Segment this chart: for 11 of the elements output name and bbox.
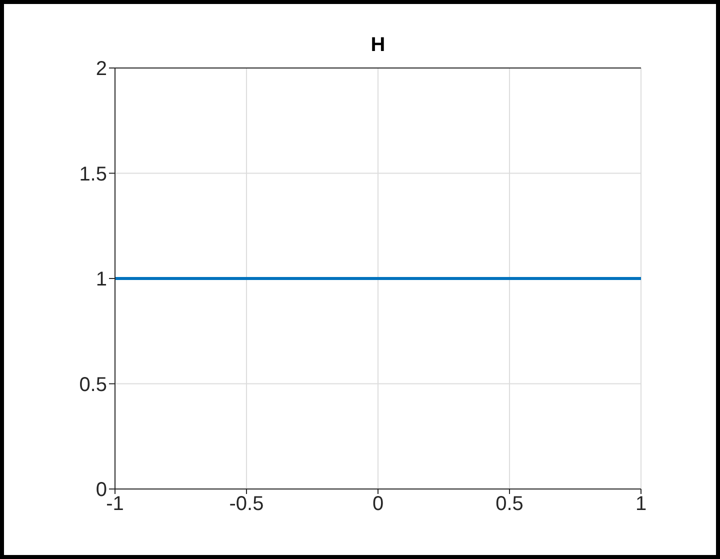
y-tick-label: 1.5 <box>79 163 107 186</box>
y-tick-label: 2 <box>96 58 107 80</box>
x-tick-label: -0.5 <box>229 493 264 516</box>
x-tick-label: 1 <box>635 493 647 516</box>
chart-title: H <box>370 34 386 57</box>
y-tick-label: 1 <box>96 268 107 291</box>
x-tick-label: -1 <box>106 493 124 516</box>
y-tick-label: 0.5 <box>79 374 107 396</box>
x-tick-label: 0.5 <box>496 493 524 516</box>
y-tick-label: 0 <box>96 479 107 502</box>
x-tick-label: 0 <box>372 493 384 516</box>
